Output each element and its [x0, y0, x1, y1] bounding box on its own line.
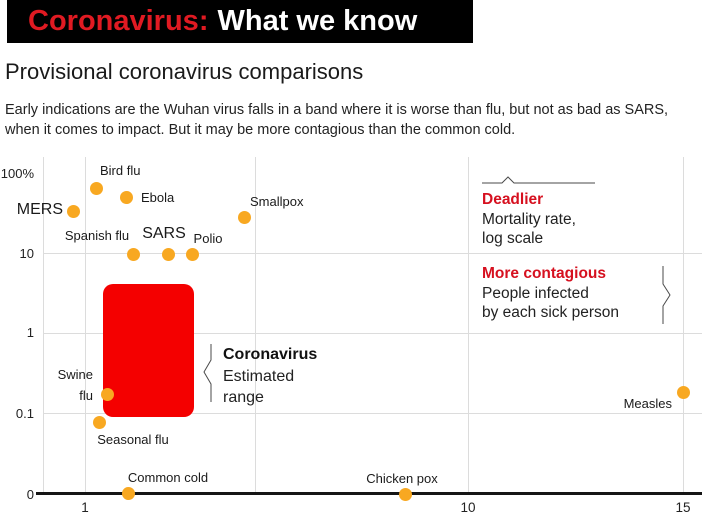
coronavirus-bracket-icon: [203, 344, 212, 402]
coronavirus-line1: Estimated: [223, 367, 295, 385]
point-label-smallpox: Smallpox: [250, 194, 304, 209]
point-smallpox: [237, 210, 251, 224]
y-tick-1: 1: [26, 325, 34, 340]
point-polio: [185, 247, 199, 261]
y-tick-01: 0.1: [15, 406, 34, 421]
point-measles: [676, 385, 690, 399]
point-sars: [161, 247, 175, 261]
y-tick-100: 100%: [0, 166, 34, 181]
point-label-mers: MERS: [16, 201, 63, 218]
gridline: [43, 157, 44, 494]
point-label-sars: SARS: [142, 225, 186, 242]
gridline: [43, 333, 702, 334]
gridline: [255, 157, 256, 494]
point-label-spanish-flu: Spanish flu: [64, 228, 130, 243]
header-highlight: Coronavirus:: [28, 5, 209, 37]
point-label-chicken-pox: Chicken pox: [366, 471, 438, 486]
gridline: [43, 253, 702, 254]
y-tick-10: 10: [19, 246, 34, 261]
x-tick-10: 10: [460, 500, 476, 515]
point-label-common-cold: Common cold: [127, 470, 209, 485]
deadlier-line1: Mortality rate,: [482, 210, 576, 228]
deadlier-line2: log scale: [482, 230, 544, 247]
point-swine-flu: [100, 387, 114, 401]
deadlier-title: Deadlier: [482, 191, 544, 208]
more-contagious-title: More contagious: [482, 265, 607, 282]
point-label-measles: Measles: [623, 396, 672, 411]
coronavirus-line2: range: [223, 389, 264, 406]
coronavirus-range-box: [103, 284, 194, 417]
deadlier-annotation: Deadlier Mortality rate, log scale: [482, 190, 576, 249]
more-contagious-line1: People infected: [482, 284, 589, 302]
point-label-swine-flu: Swine flu: [57, 367, 93, 403]
subtitle: Early indications are the Wuhan virus fa…: [5, 102, 669, 138]
point-seasonal-flu: [92, 415, 106, 429]
gridline: [43, 413, 702, 414]
point-mers: [66, 204, 80, 218]
x-axis-line: [36, 492, 702, 495]
more-contagious-line2: by each sick person: [482, 304, 619, 321]
point-label-bird-flu: Bird flu: [100, 163, 141, 178]
deadlier-bracket-icon: [482, 176, 595, 184]
y-tick-0: 0: [26, 487, 34, 502]
point-common-cold: [121, 486, 135, 500]
header-rest: What we know: [217, 5, 418, 37]
more-contagious-bracket-icon: [662, 266, 671, 324]
point-label-polio: Polio: [193, 231, 223, 246]
x-tick-15: 15: [675, 500, 691, 515]
point-bird-flu: [89, 181, 103, 195]
point-label-seasonal-flu: Seasonal flu: [97, 432, 169, 447]
point-spanish-flu: [126, 247, 140, 261]
coronavirus-annotation: Coronavirus Estimated range: [223, 344, 317, 409]
point-chicken-pox: [398, 487, 412, 501]
more-contagious-annotation: More contagious People infected by each …: [482, 264, 619, 323]
gridline: [85, 157, 86, 494]
point-label-ebola: Ebola: [141, 190, 175, 205]
coronavirus-title: Coronavirus: [223, 346, 318, 363]
x-tick-1: 1: [81, 500, 89, 515]
header-bar: Coronavirus: What we know: [7, 0, 473, 43]
gridline: [468, 157, 469, 494]
page-title: Provisional coronavirus comparisons: [5, 59, 364, 84]
gridline: [683, 157, 684, 494]
point-ebola: [119, 190, 133, 204]
